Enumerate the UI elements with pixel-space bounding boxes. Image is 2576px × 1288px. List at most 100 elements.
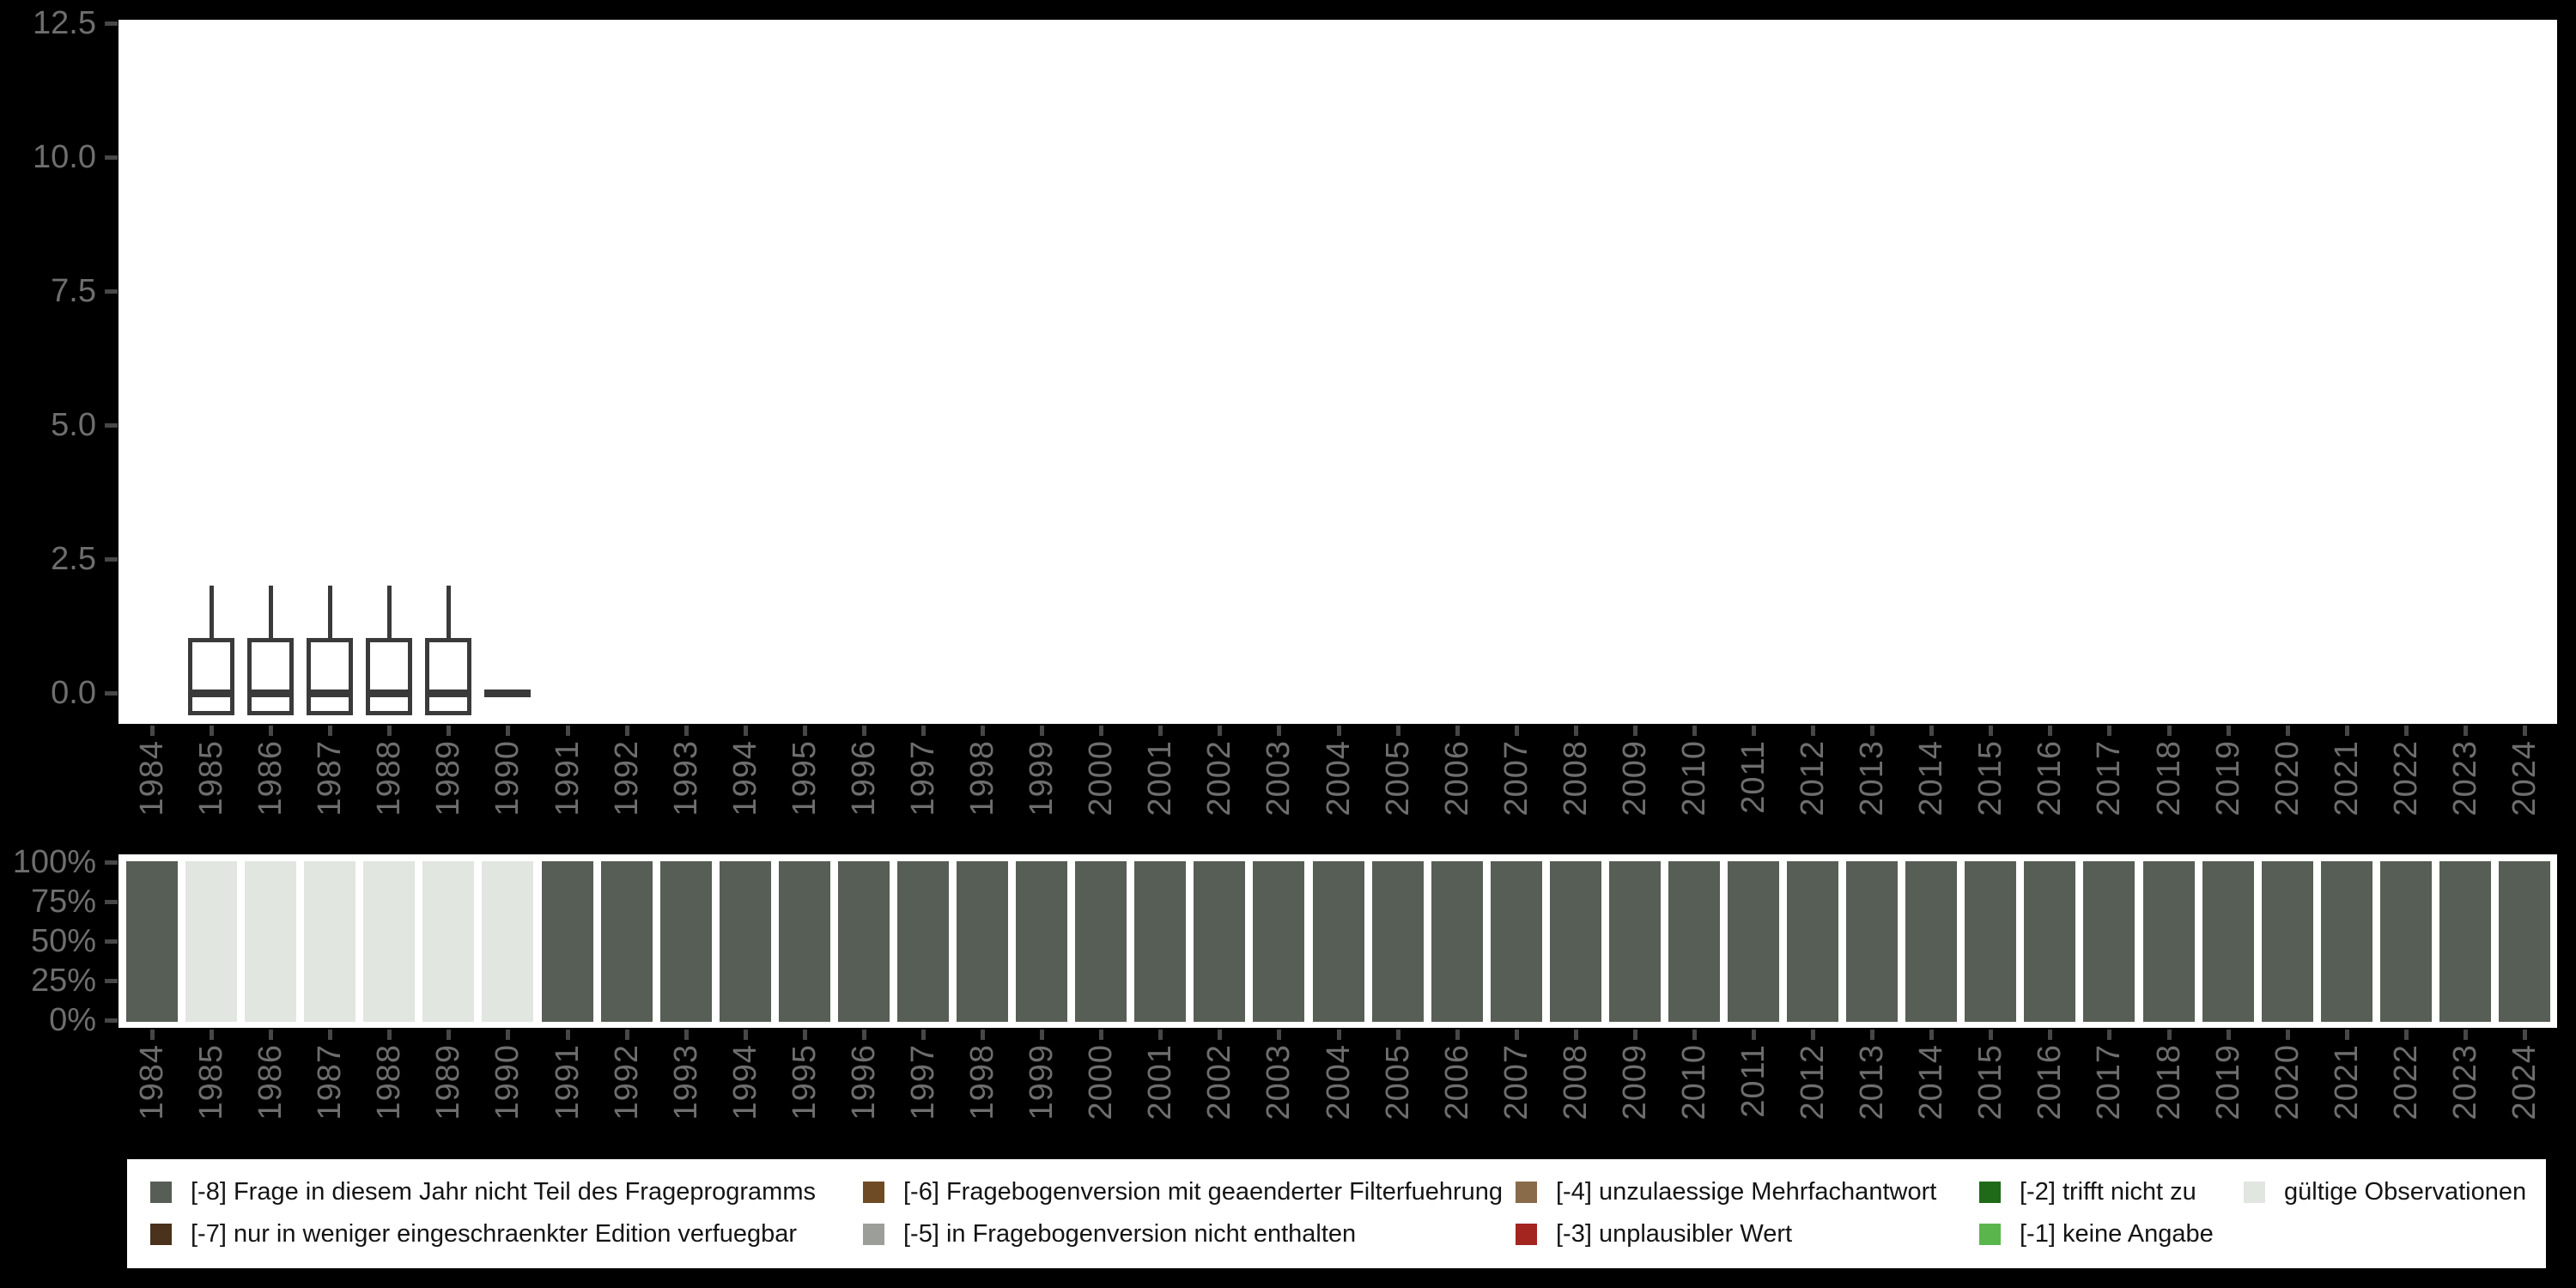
- y-tick-mark: [105, 900, 118, 904]
- x-tick-mark: [328, 1030, 333, 1040]
- y-tick-mark: [105, 557, 118, 562]
- median-line: [247, 690, 295, 697]
- bar-2012: [1787, 861, 1839, 1022]
- legend: [-8] Frage in diesem Jahr nicht Teil des…: [127, 1159, 2546, 1268]
- x-tick-mark: [1277, 1030, 1282, 1040]
- legend-swatch: [150, 1181, 172, 1203]
- x-tick-label: 2009: [1616, 1044, 1653, 1121]
- x-tick-mark: [150, 726, 155, 736]
- x-tick-mark: [2226, 726, 2231, 736]
- x-tick-mark: [387, 1030, 392, 1040]
- x-tick-mark: [2226, 1030, 2231, 1040]
- x-tick-label: 1987: [312, 1044, 349, 1121]
- x-tick-mark: [1752, 1030, 1757, 1040]
- x-tick-mark: [802, 1030, 807, 1040]
- x-tick-label: 1998: [964, 740, 1001, 817]
- x-tick-mark: [2523, 1030, 2527, 1040]
- x-tick-mark: [565, 726, 570, 736]
- x-tick-label: 2019: [2209, 740, 2246, 817]
- median-line: [307, 690, 354, 697]
- bar-2005: [1371, 861, 1424, 1022]
- x-tick-mark: [565, 1030, 570, 1040]
- bar-1988: [363, 861, 416, 1022]
- x-tick-label: 1996: [845, 1044, 882, 1121]
- bar-1992: [600, 861, 653, 1022]
- x-tick-mark: [1632, 726, 1637, 736]
- x-tick-label: 1986: [252, 740, 289, 817]
- legend-swatch: [150, 1223, 172, 1245]
- legend-swatch: [1979, 1223, 2001, 1245]
- degenerate-box-line: [484, 690, 532, 697]
- x-tick-mark: [1811, 1030, 1816, 1040]
- x-tick-mark: [1514, 726, 1519, 736]
- x-tick-label: 2001: [1142, 740, 1179, 817]
- bar-1984: [126, 861, 178, 1022]
- upper-whisker: [327, 586, 332, 640]
- bar-2006: [1431, 861, 1483, 1022]
- x-tick-mark: [2166, 1030, 2172, 1040]
- x-tick-label: 1999: [1024, 1044, 1060, 1121]
- x-tick-mark: [2344, 726, 2349, 736]
- x-tick-label: 2010: [1675, 740, 1712, 817]
- x-tick-label: 1996: [845, 740, 882, 817]
- bar-2009: [1608, 861, 1661, 1022]
- x-tick-label: 2011: [1735, 1044, 1772, 1118]
- x-tick-mark: [1752, 726, 1757, 736]
- x-tick-label: 2012: [1795, 740, 1832, 817]
- y-tick-mark: [105, 979, 118, 983]
- x-tick-label: 2000: [1083, 740, 1120, 817]
- x-tick-label: 2011: [1735, 740, 1772, 814]
- x-tick-mark: [1099, 726, 1104, 736]
- upper-whisker: [268, 586, 273, 640]
- x-tick-label: 1990: [489, 740, 526, 817]
- bar-2013: [1846, 861, 1899, 1022]
- x-tick-label: 2017: [2091, 740, 2128, 817]
- x-tick-mark: [1099, 1030, 1104, 1040]
- x-tick-mark: [506, 726, 511, 736]
- missing-codes-chart-panel: [118, 854, 2557, 1028]
- x-tick-label: 1992: [608, 1044, 645, 1121]
- bar-1990: [482, 861, 534, 1022]
- x-tick-label: 2016: [2032, 1044, 2069, 1121]
- x-tick-label: 2007: [1498, 740, 1534, 817]
- x-tick-mark: [269, 1030, 274, 1040]
- bar-1987: [304, 861, 356, 1022]
- x-tick-mark: [1455, 1030, 1460, 1040]
- x-tick-label: 2024: [2506, 740, 2543, 817]
- x-tick-mark: [1336, 726, 1341, 736]
- legend-item: [-2] trifft nicht zu: [1979, 1175, 2196, 1209]
- x-tick-mark: [1573, 1030, 1578, 1040]
- x-tick-label: 1991: [549, 1044, 586, 1121]
- x-tick-label: 2016: [2032, 740, 2069, 817]
- x-tick-label: 2018: [2150, 1044, 2187, 1121]
- x-tick-mark: [1455, 726, 1460, 736]
- x-tick-label: 2013: [1854, 740, 1891, 817]
- x-tick-mark: [506, 1030, 511, 1040]
- bar-2017: [2083, 861, 2136, 1022]
- x-tick-mark: [1395, 726, 1400, 736]
- x-tick-label: 1988: [371, 1044, 408, 1121]
- bar-1996: [837, 861, 890, 1022]
- median-line: [425, 690, 472, 697]
- x-tick-label: 1994: [726, 1044, 763, 1121]
- x-tick-mark: [1336, 1030, 1341, 1040]
- x-tick-mark: [1870, 1030, 1875, 1040]
- x-tick-label: 2002: [1201, 1044, 1238, 1121]
- x-tick-mark: [743, 1030, 748, 1040]
- legend-item: [-6] Fragebogenversion mit geaenderter F…: [863, 1175, 1503, 1209]
- y-tick-mark: [105, 1018, 118, 1023]
- x-tick-mark: [2048, 1030, 2053, 1040]
- x-tick-mark: [683, 1030, 689, 1040]
- bar-2022: [2379, 861, 2432, 1022]
- legend-item: gültige Observationen: [2244, 1175, 2526, 1209]
- x-tick-mark: [981, 1030, 986, 1040]
- x-tick-label: 1993: [667, 740, 704, 817]
- box: [425, 637, 472, 715]
- bar-1995: [778, 861, 830, 1022]
- x-tick-label: 1995: [786, 1044, 823, 1121]
- legend-item: [-1] keine Angabe: [1979, 1217, 2214, 1251]
- x-tick-mark: [1989, 726, 1994, 736]
- x-tick-label: 1998: [964, 1044, 1001, 1121]
- x-tick-mark: [2463, 726, 2468, 736]
- y-tick-mark: [105, 155, 118, 160]
